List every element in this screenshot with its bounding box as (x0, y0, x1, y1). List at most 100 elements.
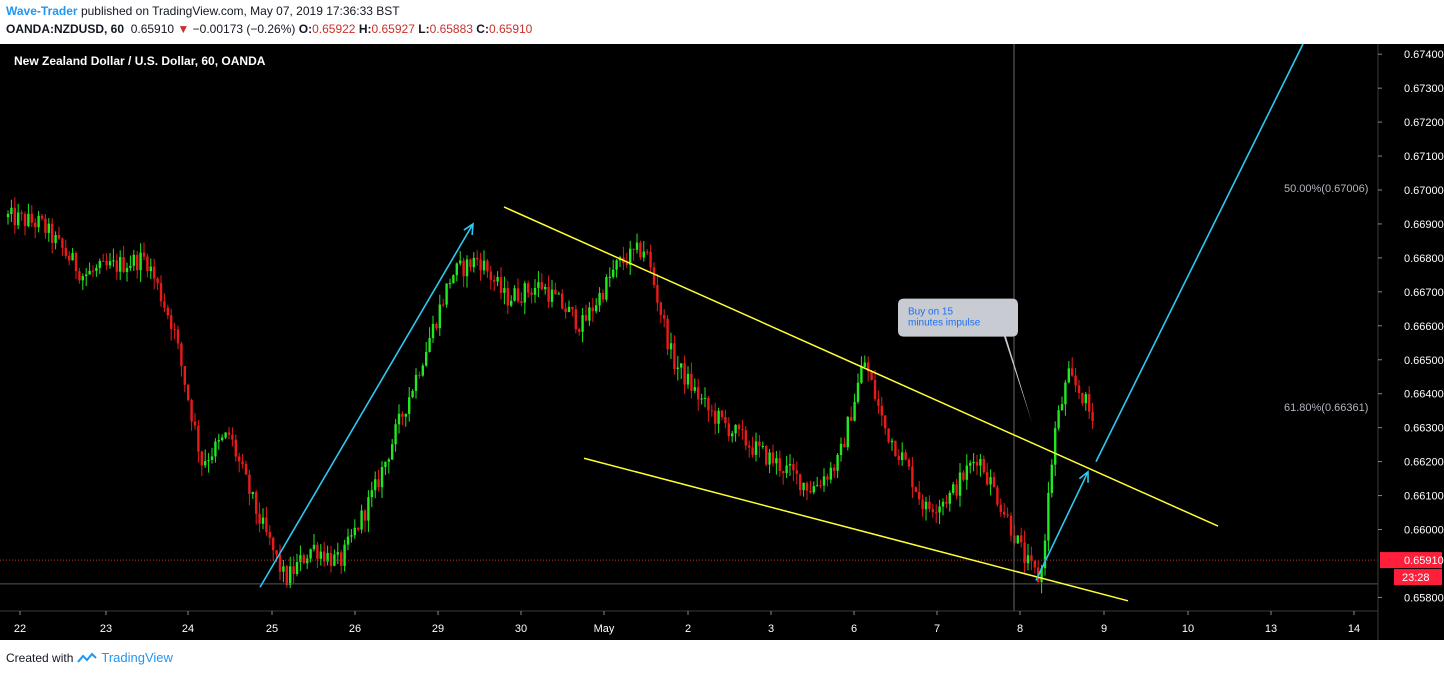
candle-body (795, 470, 798, 474)
candle-body (649, 251, 652, 268)
current-price-label: 0.65910 (1404, 555, 1444, 567)
candle-body (302, 555, 305, 564)
candle-body (197, 425, 200, 452)
open-value: 0.65922 (312, 22, 356, 36)
candle-body (136, 254, 139, 271)
candle-body (741, 429, 744, 431)
candle-body (227, 432, 231, 435)
high-value: 0.65927 (371, 22, 415, 36)
candle-body (1071, 368, 1074, 376)
candle-body (418, 374, 421, 376)
candle-body (6, 213, 10, 218)
candle-body (663, 315, 666, 319)
candle-body (251, 492, 254, 495)
price-tick-label: 0.67100 (1404, 151, 1444, 163)
candle-body (775, 458, 778, 464)
candle-body (986, 472, 989, 485)
candle-body (958, 472, 962, 496)
price-tick-label: 0.66000 (1404, 525, 1444, 537)
candle-body (819, 485, 822, 487)
candle-body (47, 223, 50, 233)
candle-body (374, 479, 377, 491)
candle-body (632, 248, 635, 250)
candle-body (387, 459, 390, 462)
price-tick-label: 0.66400 (1404, 389, 1444, 401)
candle-body (880, 405, 883, 416)
candle-body (625, 262, 628, 265)
fib-level-label: 61.80%(0.66361) (1284, 402, 1368, 414)
candle-body (231, 434, 234, 440)
candle-body (190, 399, 193, 422)
candle-body (360, 510, 363, 530)
candle-body (176, 329, 180, 344)
candle-body (659, 302, 662, 316)
candle-body (1030, 555, 1033, 561)
candle-body (1023, 542, 1026, 564)
time-tick-label: 30 (515, 623, 527, 635)
candle-body (999, 504, 1002, 512)
candle-body (139, 252, 142, 271)
candle-body (935, 512, 938, 514)
upper-trendline (503, 206, 1219, 527)
candle-body (1040, 568, 1043, 583)
candle-body (516, 288, 520, 302)
callout-line-1: Buy on 15 (908, 307, 953, 318)
candle-body (761, 446, 764, 448)
candle-body (377, 479, 380, 488)
candle-body (61, 238, 64, 248)
candle-body (887, 428, 890, 443)
candle-body (489, 271, 492, 280)
candle-body (435, 323, 438, 329)
candle-body (561, 293, 564, 309)
candle-body (1020, 535, 1023, 543)
breakout-arrow-shaft (1035, 471, 1089, 581)
candle-body (265, 517, 268, 533)
candle-body (411, 390, 414, 398)
time-tick-label: 14 (1348, 623, 1360, 635)
candle-body (414, 374, 418, 391)
candle-body (863, 362, 866, 367)
candle-body (564, 308, 567, 313)
price-tick-label: 0.66100 (1404, 491, 1444, 503)
last-price: 0.65910 (130, 22, 175, 36)
candle-body (306, 558, 309, 564)
candle-body (870, 371, 873, 380)
candle-body (952, 484, 955, 493)
down-arrow-icon: ▼ (177, 22, 190, 36)
candle-body (931, 508, 934, 513)
candle-body (255, 492, 258, 514)
candle-body (442, 304, 445, 306)
candle-body (520, 301, 523, 303)
time-axis[interactable]: 22 23 24 25 26 29 30 May 2 3 6 7 8 9 10 13 14 (0, 610, 1378, 635)
author-link[interactable]: Wave-Trader (6, 4, 78, 18)
candle-body (1084, 394, 1087, 404)
candle-body (527, 283, 530, 293)
candle-body (979, 459, 982, 466)
candle-body (853, 401, 856, 421)
time-tick-label: 6 (851, 623, 857, 635)
countdown-badge (1394, 569, 1442, 586)
tradingview-link[interactable]: TradingView (101, 650, 173, 665)
candle-body (173, 329, 176, 331)
candle-body (217, 440, 220, 442)
candle-body (884, 415, 887, 429)
candle-body (272, 537, 275, 551)
candle-body (567, 306, 571, 313)
candle-body (299, 555, 302, 563)
candle-body (982, 459, 985, 473)
candle-body (180, 343, 183, 367)
candle-body (64, 247, 67, 256)
candle-body (88, 270, 91, 275)
candle-body (975, 461, 979, 466)
breakout-arrow-head (1078, 470, 1089, 483)
candle-body (918, 491, 921, 500)
candle-body (1009, 515, 1013, 536)
candle-body (510, 300, 513, 306)
price-chart[interactable]: 50.00%(0.67006) 61.80%(0.66361) Buy on 15m… (0, 44, 1444, 640)
candle-body (404, 413, 407, 417)
candle-body (234, 439, 237, 457)
price-axis[interactable]: 0.67400 0.67300 0.67200 0.67100 0.67000 0.669… (1377, 44, 1444, 640)
candle-body (1077, 385, 1081, 393)
candle-body (850, 416, 853, 421)
candle-body (122, 257, 125, 273)
